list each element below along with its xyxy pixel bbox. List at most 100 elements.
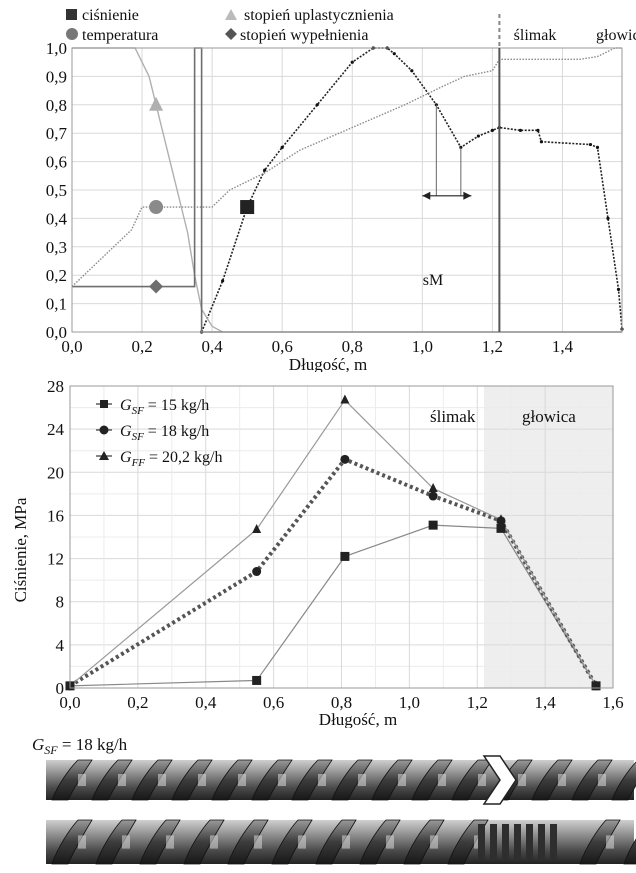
pressure-point — [263, 168, 267, 172]
pressure-point-3 — [496, 514, 506, 524]
chart-pressure-vs-length: 0 4 8 12 16 20 24 28 0,0 0,2 0,4 0,6 0,8 1,0 1,2 1,4 1,6… — [11, 377, 624, 728]
screw-highlight — [386, 835, 394, 849]
pressure-point — [350, 60, 354, 64]
screw-highlight — [398, 774, 406, 786]
legend2-label-1: GSF = 15 kg/h — [120, 397, 209, 417]
x-tick-label: 1,2 — [467, 693, 488, 712]
x-tick-label: 0,0 — [59, 693, 80, 712]
screw-flight — [51, 759, 93, 801]
pressure-point-1 — [496, 523, 506, 533]
screw-flight — [91, 759, 133, 801]
x-tick-label: 0,6 — [263, 693, 284, 712]
screw-flight — [291, 759, 333, 801]
pressure-point-1 — [252, 675, 262, 685]
pressure-point-3 — [428, 482, 438, 492]
x-tick-label: 0,8 — [331, 693, 352, 712]
legend-triangle-marker — [225, 9, 237, 20]
x-tick-label: 0,8 — [342, 337, 363, 356]
screw-flight — [131, 759, 173, 801]
x-tick-label: 1,0 — [399, 693, 420, 712]
y-tick-label: 0,5 — [46, 181, 67, 200]
screw-flight — [251, 759, 293, 801]
chart1-x-axis-label: Długość, m — [289, 355, 367, 372]
photo-caption: GSF = 18 kg/h — [32, 735, 128, 757]
legend2-square-marker — [100, 400, 108, 408]
screw-highlight — [438, 774, 446, 786]
legend-label-temperature: temperatura — [82, 27, 158, 44]
chart2-legend: GSF = 15 kg/h GSF = 18 kg/h GFF = 20,2 k… — [96, 397, 222, 469]
screw-flight — [403, 819, 445, 865]
screw-highlight — [158, 774, 166, 786]
y-tick-label: 0,1 — [46, 295, 67, 314]
screw-flight — [611, 761, 636, 801]
mixing-element — [490, 824, 497, 860]
screw-highlight — [122, 835, 130, 849]
mixing-element — [550, 824, 557, 860]
x-tick-label: 1,4 — [535, 693, 557, 712]
y-tick-label: 0,6 — [46, 153, 67, 172]
screw-photos: GSF = 18 kg/h — [32, 735, 636, 865]
y-tick-label: 8 — [56, 593, 65, 612]
pressure-point — [221, 279, 225, 283]
mixing-element — [478, 824, 485, 860]
screw-highlight — [118, 774, 126, 786]
pressure-point — [490, 128, 494, 132]
y-tick-label: 0,7 — [46, 124, 68, 143]
y-tick-label: 12 — [47, 550, 64, 569]
screw-highlight — [166, 835, 174, 849]
screw-flight — [315, 819, 357, 865]
pressure-point — [476, 134, 480, 138]
y-tick-label: 0,3 — [46, 238, 67, 257]
x-tick-label: 0,4 — [202, 337, 224, 356]
y-tick-label: 0,2 — [46, 266, 67, 285]
annotation-head: głowica — [596, 27, 636, 44]
x-tick-label: 0,4 — [195, 693, 217, 712]
screw-flight — [95, 819, 137, 865]
y-tick-label: 4 — [56, 636, 65, 655]
y-tick-label: 0,8 — [46, 96, 67, 115]
pressure-point — [539, 140, 544, 144]
pressure-series-line-1 — [69, 524, 597, 687]
y-tick-label: 0,0 — [46, 323, 67, 342]
pressure-point-3 — [252, 523, 262, 533]
mixing-element — [538, 824, 545, 860]
screw-highlight — [518, 774, 526, 786]
screw-highlight — [254, 835, 262, 849]
screw-flight — [171, 759, 213, 801]
series-line-2 — [71, 47, 622, 288]
annotation-screw-2: ślimak — [430, 407, 476, 426]
screw-highlight — [78, 835, 86, 849]
screw-flight — [51, 819, 93, 865]
y-tick-label: 0,9 — [46, 67, 67, 86]
legend-circle-marker — [66, 28, 78, 40]
pressure-point — [315, 103, 319, 107]
series-marker-1 — [240, 200, 255, 215]
legend-label-filling: stopień wypełnienia — [240, 27, 368, 44]
pressure-series-line-2 — [68, 456, 598, 688]
legend-label-plasticization: stopień uplastycznienia — [244, 7, 394, 24]
screw-highlight — [606, 835, 614, 849]
series-line-3 — [72, 47, 223, 333]
screw-flight — [211, 759, 253, 801]
screw-highlight — [198, 774, 206, 786]
screw-flight — [571, 759, 613, 801]
legend2-triangle-marker — [99, 451, 109, 460]
pressure-point-3 — [340, 394, 350, 404]
series-marker-4 — [149, 279, 164, 294]
pressure-point-1 — [340, 551, 350, 561]
annotation-head-2: głowica — [522, 407, 576, 426]
screw-flight — [411, 759, 453, 801]
screw-flight — [579, 819, 621, 865]
screw-highlight — [238, 774, 246, 786]
plot-frame — [71, 47, 623, 333]
screw-highlight — [558, 774, 566, 786]
pressure-point — [410, 69, 414, 73]
legend-diamond-marker — [225, 28, 237, 40]
pressure-point-2 — [252, 567, 262, 577]
legend2-label-2: GSF = 18 kg/h — [120, 423, 209, 443]
y-tick-label: 20 — [47, 463, 64, 482]
x-tick-label: 1,0 — [412, 337, 433, 356]
pressure-point — [536, 128, 540, 132]
screw-flight — [531, 759, 573, 801]
pressure-point — [606, 216, 610, 220]
